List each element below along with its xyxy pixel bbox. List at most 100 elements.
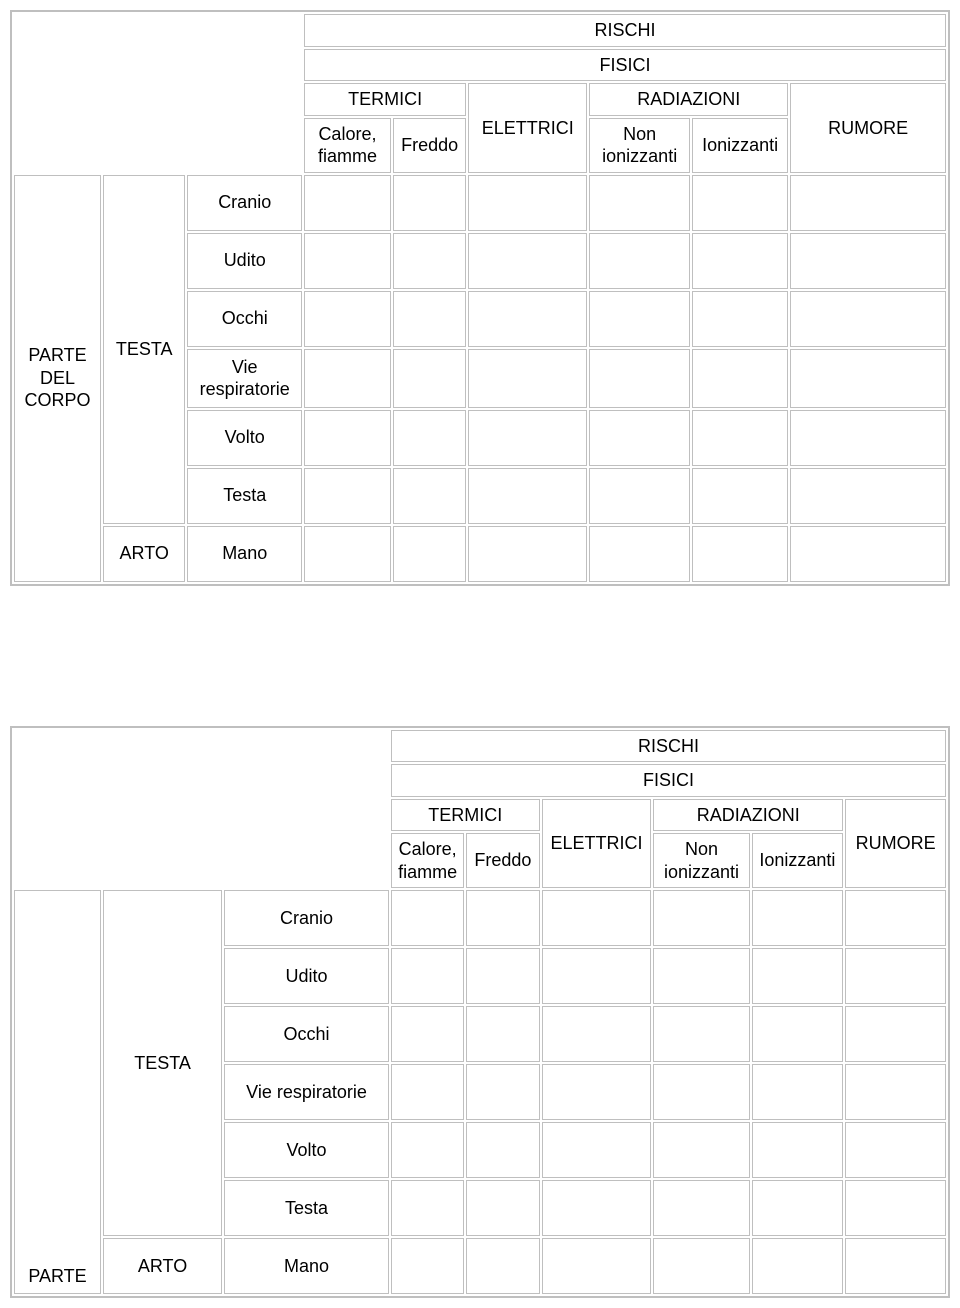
header-radiazioni: RADIAZIONI [589,83,788,116]
cell [845,1064,946,1120]
cell [393,233,466,289]
cell [692,349,788,408]
cell [393,468,466,524]
cell [391,890,464,946]
row-label-occhi: Occhi [187,291,302,347]
rowgroup-testa: TESTA [103,175,185,524]
cell [692,233,788,289]
risk-table-2: RISCHI FISICI TERMICI ELETTRICI RADIAZIO… [10,726,950,1299]
cell [391,948,464,1004]
header-fisici: FISICI [304,49,946,82]
row-label-mano: Mano [224,1238,389,1294]
cell [589,526,690,582]
header-elettrici: ELETTRICI [468,83,587,173]
cell [790,526,946,582]
cell [790,175,946,231]
cell [393,291,466,347]
cell [752,948,844,1004]
cell [653,1238,749,1294]
header-non-ionizzanti: Non ionizzanti [653,833,749,888]
risk-table-1: RISCHI FISICI TERMICI ELETTRICI RADIAZIO… [10,10,950,586]
row-label-udito: Udito [187,233,302,289]
cell [304,526,391,582]
cell [790,291,946,347]
row-label-vie-respiratorie: Vie respiratorie [224,1064,389,1120]
header-calore-fiamme: Calore, fiamme [391,833,464,888]
cell [542,948,652,1004]
cell [692,175,788,231]
cell [653,1064,749,1120]
cell [304,410,391,466]
cell [304,349,391,408]
cell [393,526,466,582]
cell [589,410,690,466]
cell [845,1006,946,1062]
header-rumore: RUMORE [845,799,946,889]
cell [653,1122,749,1178]
header-ionizzanti: Ionizzanti [692,118,788,173]
row-label-volto: Volto [187,410,302,466]
cell [391,1238,464,1294]
row-label-volto: Volto [224,1122,389,1178]
cell [790,233,946,289]
rowgroup-testa: TESTA [103,890,222,1236]
cell [304,468,391,524]
cell [845,1180,946,1236]
row-label-testa: Testa [187,468,302,524]
cell [692,468,788,524]
cell [589,291,690,347]
cell [393,349,466,408]
cell [304,175,391,231]
cell [542,1180,652,1236]
row-label-mano: Mano [187,526,302,582]
cell [692,291,788,347]
cell [468,291,587,347]
cell [468,468,587,524]
cell [468,349,587,408]
cell [589,349,690,408]
cell [790,349,946,408]
row-label-cranio: Cranio [187,175,302,231]
header-freddo: Freddo [466,833,539,888]
cell [790,410,946,466]
cell [393,175,466,231]
rowgroup-parte-del-corpo: PARTE DEL CORPO [14,175,101,582]
row-label-occhi: Occhi [224,1006,389,1062]
cell [653,890,749,946]
rowgroup-arto: ARTO [103,1238,222,1294]
header-ionizzanti: Ionizzanti [752,833,844,888]
cell [653,1180,749,1236]
header-rischi: RISCHI [391,730,946,763]
header-freddo: Freddo [393,118,466,173]
cell [752,1180,844,1236]
cell [845,890,946,946]
cell [391,1064,464,1120]
cell [393,410,466,466]
cell [589,175,690,231]
cell [304,291,391,347]
row-label-vie-respiratorie: Vie respiratorie [187,349,302,408]
cell [692,526,788,582]
header-termici: TERMICI [304,83,466,116]
header-termici: TERMICI [391,799,540,832]
cell [845,1122,946,1178]
rowgroup-arto: ARTO [103,526,185,582]
cell [589,468,690,524]
cell [466,1122,539,1178]
cell [542,1006,652,1062]
cell [542,890,652,946]
cell [752,1064,844,1120]
cell [468,526,587,582]
cell [845,948,946,1004]
header-rischi: RISCHI [304,14,946,47]
cell [845,1238,946,1294]
row-label-udito: Udito [224,948,389,1004]
cell [466,1238,539,1294]
cell [692,410,788,466]
cell [466,1064,539,1120]
cell [653,1006,749,1062]
cell [468,410,587,466]
cell [752,1006,844,1062]
cell [542,1238,652,1294]
cell [790,468,946,524]
